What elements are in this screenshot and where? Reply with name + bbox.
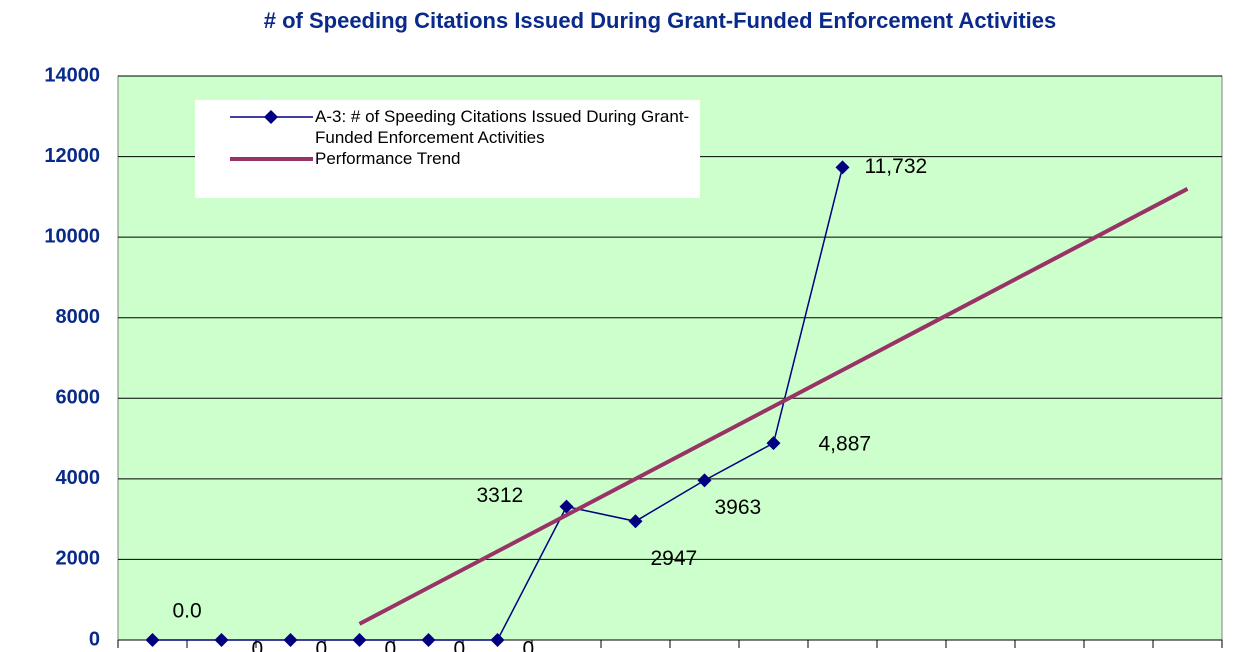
y-tick-label: 0 xyxy=(89,628,100,650)
data-label: 4,887 xyxy=(819,433,872,456)
chart-title: # of Speeding Citations Issued During Gr… xyxy=(263,8,1057,33)
data-point xyxy=(352,633,367,647)
data-label: 11,732 xyxy=(865,155,928,178)
series-line xyxy=(358,187,1189,626)
legend-label: Performance Trend xyxy=(315,149,461,168)
legend: A-3: # of Speeding Citations Issued Duri… xyxy=(195,100,700,198)
legend-label: A-3: # of Speeding Citations Issued Duri… xyxy=(315,107,690,147)
data-label: 2947 xyxy=(651,547,698,570)
legend-marker xyxy=(264,110,278,124)
data-label: 0.0 xyxy=(173,600,202,623)
legend-swatch xyxy=(230,157,313,161)
y-tick-label: 4000 xyxy=(56,467,101,489)
data-label: 3312 xyxy=(477,484,524,507)
legend-entry: A-3: # of Speeding Citations Issued Duri… xyxy=(195,106,700,148)
data-point xyxy=(835,160,850,175)
data-label: 0 xyxy=(385,638,397,652)
data-label: 0 xyxy=(316,638,328,652)
data-label: 3963 xyxy=(715,496,762,519)
data-point xyxy=(145,633,160,647)
data-point xyxy=(697,473,712,488)
data-label: 0 xyxy=(523,638,535,652)
data-point xyxy=(628,514,643,529)
data-point xyxy=(421,633,436,647)
data-point xyxy=(766,436,781,451)
y-tick-label: 8000 xyxy=(56,306,101,328)
data-label: 0 xyxy=(454,638,466,652)
legend-entry: Performance Trend xyxy=(195,148,700,169)
y-tick-label: 12000 xyxy=(44,145,100,167)
data-point xyxy=(490,633,505,647)
y-tick-label: 6000 xyxy=(56,387,101,409)
legend-swatch xyxy=(230,110,313,124)
data-point xyxy=(214,633,229,647)
y-tick-label: 10000 xyxy=(44,225,100,247)
data-label: 0 xyxy=(252,638,264,652)
data-point xyxy=(559,499,574,514)
data-point xyxy=(283,633,298,647)
y-tick-label: 2000 xyxy=(56,548,101,570)
y-tick-label: 14000 xyxy=(44,64,100,86)
